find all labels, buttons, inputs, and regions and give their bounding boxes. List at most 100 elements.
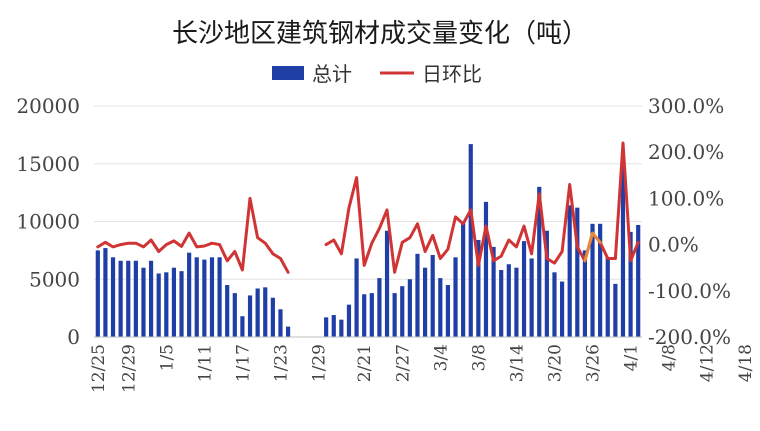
x-tick-label: 4/1 bbox=[622, 344, 642, 371]
bar-series bbox=[95, 144, 641, 337]
bar bbox=[362, 294, 367, 337]
bar bbox=[95, 250, 100, 337]
gridlines bbox=[94, 105, 642, 280]
x-tick-label: 12/25 bbox=[89, 344, 109, 393]
bar bbox=[285, 326, 291, 337]
bar bbox=[506, 264, 511, 337]
bar bbox=[620, 163, 626, 337]
bar bbox=[194, 257, 199, 337]
x-tick-label: 3/8 bbox=[469, 344, 489, 371]
bar bbox=[377, 278, 382, 337]
bar bbox=[247, 295, 253, 337]
bar bbox=[133, 260, 138, 337]
line-segment bbox=[96, 196, 290, 274]
x-tick-label: 4/12 bbox=[698, 344, 718, 382]
bar bbox=[118, 260, 123, 337]
bar bbox=[202, 259, 207, 337]
bar bbox=[164, 272, 169, 337]
bar bbox=[529, 258, 534, 337]
bar bbox=[331, 315, 336, 337]
bar bbox=[148, 260, 154, 337]
bar bbox=[430, 254, 435, 337]
x-tick-label: 1/5 bbox=[157, 344, 177, 371]
chart-title: 长沙地区建筑钢材成交量变化（吨） bbox=[172, 19, 588, 49]
bar bbox=[582, 250, 588, 337]
bar bbox=[354, 258, 359, 337]
x-tick-label: 3/20 bbox=[545, 344, 565, 382]
bar bbox=[636, 224, 641, 337]
legend-line-label: 日环比 bbox=[422, 62, 482, 86]
bar bbox=[217, 257, 222, 337]
x-tick-label: 2/21 bbox=[355, 344, 375, 382]
left-tick-label: 10000 bbox=[16, 210, 80, 234]
x-tick-label: 1/17 bbox=[233, 344, 253, 382]
legend: 总计 日环比 bbox=[272, 62, 482, 86]
bar bbox=[384, 230, 390, 337]
legend-bar-swatch bbox=[272, 66, 304, 80]
line-series bbox=[96, 141, 640, 274]
bar bbox=[559, 281, 565, 337]
bar bbox=[575, 207, 580, 337]
bar bbox=[567, 205, 572, 337]
bar bbox=[605, 257, 610, 337]
bar bbox=[263, 287, 268, 337]
bar bbox=[590, 223, 595, 337]
bar bbox=[422, 267, 428, 337]
x-tick-label: 4/8 bbox=[660, 344, 680, 371]
bar bbox=[339, 319, 344, 337]
bar bbox=[103, 248, 108, 337]
bar bbox=[491, 246, 496, 337]
bar bbox=[468, 144, 473, 337]
bar bbox=[537, 186, 542, 337]
bar bbox=[544, 230, 549, 337]
bar bbox=[552, 272, 557, 337]
bar bbox=[392, 293, 397, 337]
x-tick-label: 4/18 bbox=[736, 344, 756, 382]
x-tick-label: 2/27 bbox=[393, 344, 413, 382]
right-tick-label: -200.0% bbox=[648, 325, 731, 349]
line-highlight-segment bbox=[583, 231, 602, 263]
bar bbox=[521, 241, 527, 337]
bar bbox=[438, 278, 443, 337]
left-tick-label: 0 bbox=[67, 325, 80, 349]
bar bbox=[476, 239, 481, 337]
bar bbox=[499, 270, 504, 337]
x-tick-label: 12/29 bbox=[119, 344, 139, 393]
bar bbox=[483, 201, 489, 337]
right-axis-ticks: -200.0% -100.0% 0.0% 100.0% 200.0% 300.0% bbox=[648, 94, 731, 349]
bar bbox=[171, 267, 177, 337]
bar bbox=[278, 309, 283, 337]
bar bbox=[110, 257, 116, 337]
left-axis-ticks: 0 5000 10000 15000 20000 bbox=[16, 94, 80, 349]
left-tick-label: 15000 bbox=[16, 152, 80, 176]
bar bbox=[240, 316, 245, 337]
bar bbox=[324, 317, 329, 337]
x-tick-label: 1/23 bbox=[271, 344, 291, 382]
bar bbox=[346, 304, 352, 337]
right-tick-label: 100.0% bbox=[648, 186, 724, 210]
bar bbox=[400, 286, 405, 337]
bar bbox=[598, 223, 603, 337]
bar bbox=[141, 267, 146, 337]
bar bbox=[270, 297, 275, 337]
x-tick-label: 3/4 bbox=[431, 344, 451, 371]
bar bbox=[209, 257, 215, 337]
bar bbox=[415, 253, 420, 337]
left-tick-label: 5000 bbox=[29, 267, 80, 291]
right-tick-label: 200.0% bbox=[648, 140, 724, 164]
left-tick-label: 20000 bbox=[16, 94, 80, 118]
x-tick-label: 1/11 bbox=[195, 344, 215, 382]
bar bbox=[187, 252, 192, 337]
bar bbox=[156, 273, 161, 337]
bar bbox=[255, 288, 260, 337]
right-tick-label: -100.0% bbox=[648, 279, 731, 303]
right-tick-label: 0.0% bbox=[648, 233, 699, 257]
x-tick-label: 3/14 bbox=[507, 344, 527, 382]
right-tick-label: 300.0% bbox=[648, 94, 724, 118]
legend-bar-label: 总计 bbox=[312, 62, 352, 86]
x-tick-label: 3/26 bbox=[584, 344, 604, 382]
bar bbox=[369, 293, 374, 337]
x-tick-label: 1/29 bbox=[310, 344, 330, 382]
bar bbox=[514, 267, 519, 337]
